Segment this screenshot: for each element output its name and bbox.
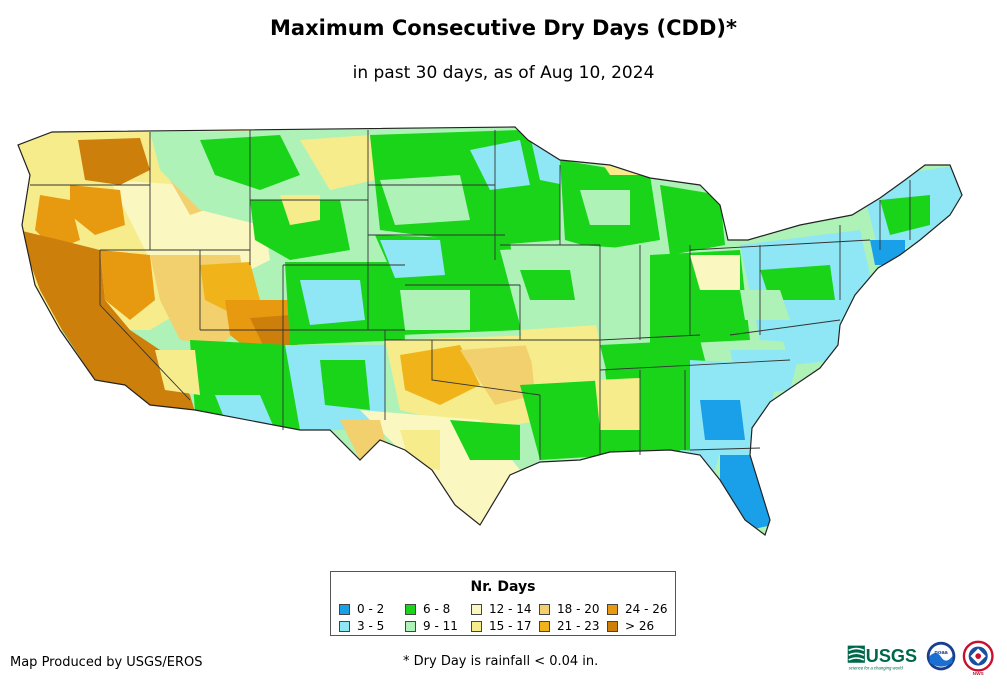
legend-label: 3 - 5 (357, 619, 385, 633)
legend-item-15-17: 15 - 17 (471, 619, 532, 633)
legend-label: 6 - 8 (423, 602, 451, 616)
svg-text:USGS: USGS (866, 646, 917, 666)
agency-logos: USGS science for a changing world noaa N… (847, 640, 994, 677)
us-map (17, 126, 963, 536)
map-title: Maximum Consecutive Dry Days (CDD)* (270, 16, 737, 40)
legend-label: 21 - 23 (557, 619, 600, 633)
legend-swatch (339, 620, 350, 632)
legend-swatch (471, 620, 482, 632)
legend-item-0-2: 0 - 2 (339, 602, 384, 616)
nws-logo: NWS (962, 640, 994, 677)
legend-swatch (405, 620, 416, 632)
legend-item-6-8: 6 - 8 (405, 602, 450, 616)
noaa-logo: noaa (926, 641, 956, 671)
legend-swatch (539, 620, 550, 632)
legend-item-9-11: 9 - 11 (405, 619, 458, 633)
legend-item-21-23: 21 - 23 (539, 619, 600, 633)
legend-swatch (539, 603, 550, 615)
svg-text:science for a changing world: science for a changing world (849, 665, 904, 670)
legend-label: > 26 (625, 619, 655, 633)
legend-item-gt-26: > 26 (607, 619, 654, 633)
legend-label: 15 - 17 (489, 619, 532, 633)
svg-text:NWS: NWS (973, 671, 984, 677)
legend-swatch (607, 603, 618, 615)
svg-text:noaa: noaa (934, 650, 948, 656)
legend-swatch (339, 603, 350, 615)
legend-item-3-5: 3 - 5 (339, 619, 384, 633)
state-boundaries (30, 130, 911, 460)
legend-item-12-14: 12 - 14 (471, 602, 532, 616)
legend: Nr. Days 0 - 2 3 - 5 6 - 8 9 - 11 12 - 1… (330, 571, 676, 636)
legend-title: Nr. Days (470, 579, 536, 595)
legend-label: 12 - 14 (489, 602, 532, 616)
map-subtitle: in past 30 days, as of Aug 10, 2024 (352, 63, 655, 83)
map-credit: Map Produced by USGS/EROS (10, 655, 203, 670)
legend-item-18-20: 18 - 20 (539, 602, 600, 616)
footnote: * Dry Day is rainfall < 0.04 in. (403, 654, 599, 669)
legend-swatch (405, 603, 416, 615)
legend-item-24-26: 24 - 26 (607, 602, 668, 616)
legend-label: 24 - 26 (625, 602, 668, 616)
usgs-logo: USGS science for a changing world (847, 645, 917, 670)
cdd-raster (18, 127, 962, 535)
legend-label: 9 - 11 (423, 619, 458, 633)
legend-label: 0 - 2 (357, 602, 385, 616)
legend-swatch (607, 620, 618, 632)
legend-swatch (471, 603, 482, 615)
legend-label: 18 - 20 (557, 602, 600, 616)
